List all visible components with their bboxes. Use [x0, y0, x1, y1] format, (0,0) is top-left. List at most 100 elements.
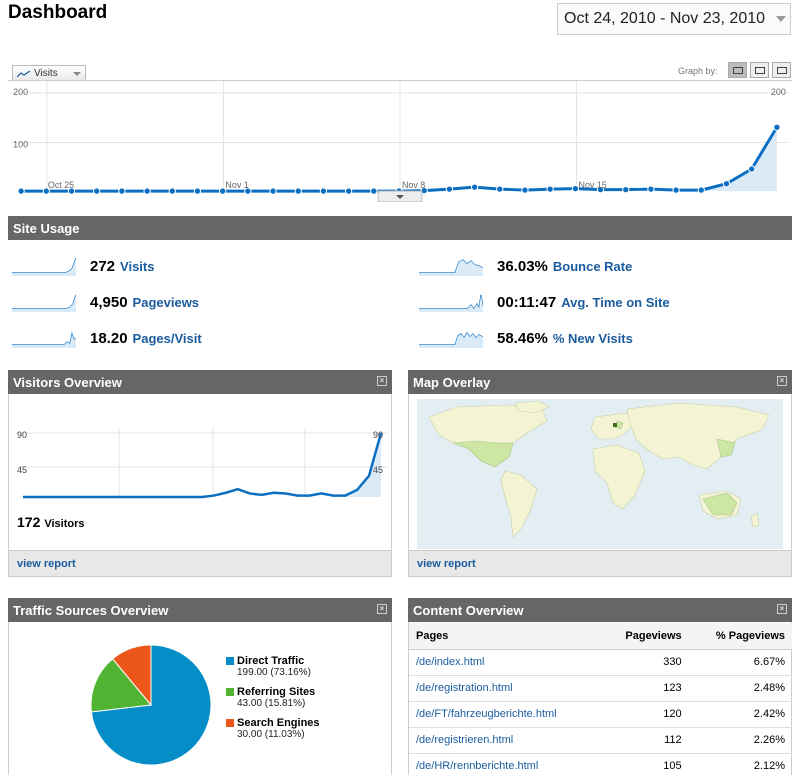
page-link[interactable]: /de/index.html	[416, 656, 485, 668]
germany-marker	[613, 423, 617, 427]
usage-pageviews: 4,950 Pageviews	[12, 292, 199, 312]
usage-link-visits[interactable]: Visits	[120, 258, 155, 274]
graph-by-week-button[interactable]	[750, 62, 769, 78]
usage-value: 4,950	[90, 293, 128, 311]
data-point[interactable]	[722, 180, 731, 188]
visitors-overview-panel: Visitors Overview × 90 45 90 45 172 Visi…	[8, 370, 392, 577]
close-icon[interactable]: ×	[777, 376, 787, 386]
sparkline	[12, 331, 76, 348]
date-range-picker[interactable]: Oct 24, 2010 - Nov 23, 2010	[557, 3, 791, 35]
close-icon[interactable]: ×	[377, 604, 387, 614]
asia-shape	[626, 402, 770, 470]
data-point[interactable]	[496, 185, 504, 193]
data-point[interactable]	[193, 187, 202, 195]
legend-detail: 43.00 (15.81%)	[237, 698, 306, 709]
usage-link-pages-visit[interactable]: Pages/Visit	[132, 330, 202, 346]
legend-detail: 199.00 (73.16%)	[237, 667, 311, 678]
metric-dropdown[interactable]: Visits	[12, 65, 86, 81]
traffic-sources-panel: Traffic Sources Overview × Direct Traffi…	[8, 598, 392, 775]
column-header: Pageviews	[601, 623, 689, 650]
visitor-count-value: 172	[17, 514, 41, 530]
data-point[interactable]	[42, 187, 50, 195]
world-map[interactable]	[417, 399, 783, 549]
sparkline	[12, 257, 76, 276]
legend-label[interactable]: Direct Traffic	[237, 655, 305, 667]
pageviews-cell: 105	[601, 753, 689, 775]
data-point[interactable]	[67, 187, 76, 195]
graph-by-month-button[interactable]	[772, 62, 791, 78]
y-tick-label: 90	[17, 430, 27, 440]
usage-link-avg-time[interactable]: Avg. Time on Site	[561, 294, 670, 310]
sparkline	[419, 331, 483, 348]
data-point[interactable]	[546, 185, 554, 193]
chevron-down-icon	[396, 195, 404, 200]
data-point[interactable]	[571, 184, 580, 193]
page-link[interactable]: /de/HR/rennberichte.html	[416, 760, 539, 772]
data-point[interactable]	[344, 187, 353, 195]
data-point[interactable]	[773, 123, 781, 131]
data-point[interactable]	[596, 185, 605, 194]
data-point[interactable]	[697, 186, 705, 194]
usage-value: 58.46%	[497, 329, 548, 347]
graph-by-day-button[interactable]	[728, 62, 747, 78]
data-point[interactable]	[294, 187, 302, 195]
usage-link-pageviews[interactable]: Pageviews	[132, 294, 200, 310]
data-point[interactable]	[269, 187, 277, 195]
visitor-count: 172 Visitors	[17, 514, 85, 530]
content-overview-panel: Content Overview ×	[408, 598, 792, 775]
data-point[interactable]	[93, 187, 101, 195]
usage-link-new-visits[interactable]: % New Visits	[552, 330, 633, 346]
data-point[interactable]	[143, 187, 151, 195]
view-report-link[interactable]: view report	[9, 550, 391, 576]
page-link[interactable]: /de/registration.html	[416, 682, 513, 694]
usage-link-bounce-rate[interactable]: Bounce Rate	[552, 258, 633, 274]
data-point[interactable]	[319, 187, 328, 195]
page-link[interactable]: /de/registrieren.html	[416, 734, 514, 746]
usage-visits: 272 Visits	[12, 256, 154, 276]
data-point[interactable]	[622, 185, 630, 194]
visitors-series-line	[23, 432, 383, 499]
close-icon[interactable]: ×	[377, 376, 387, 386]
data-point[interactable]	[17, 187, 25, 195]
close-icon[interactable]: ×	[777, 604, 787, 614]
usage-value: 36.03%	[497, 257, 548, 275]
pie-slice-search-engines[interactable]	[111, 644, 152, 707]
site-usage-header: Site Usage	[8, 216, 792, 240]
calendar-day-icon	[733, 67, 743, 74]
data-point[interactable]	[118, 187, 126, 195]
y-tick-label: 100	[13, 139, 28, 149]
pageviews-cell: 120	[601, 701, 689, 728]
traffic-sources-title: Traffic Sources Overview	[13, 602, 169, 618]
usage-new-visits: 58.46% % New Visits	[419, 328, 633, 348]
usage-value: 18.20	[90, 329, 128, 347]
legend-swatch	[226, 719, 234, 727]
view-report-link[interactable]: view report	[409, 550, 791, 576]
page-link[interactable]: /de/FT/fahrzeugberichte.html	[416, 708, 557, 720]
data-point[interactable]	[168, 187, 176, 195]
usage-avg-time: 00:11:47 Avg. Time on Site	[419, 292, 670, 312]
metric-label: Visits	[34, 68, 58, 79]
data-point[interactable]	[445, 185, 454, 193]
percent-cell: 2.42%	[688, 701, 792, 728]
pie-slice-referring-sites[interactable]	[90, 658, 152, 713]
legend-label[interactable]: Search Engines	[237, 717, 320, 729]
data-point[interactable]	[470, 183, 479, 191]
column-header: Pages	[409, 623, 602, 650]
data-point[interactable]	[748, 165, 756, 173]
table-header-row: Pages Pageviews % Pageviews	[409, 623, 792, 650]
x-tick-label: Oct 25	[48, 180, 74, 190]
data-point[interactable]	[647, 185, 655, 193]
legend-label[interactable]: Referring Sites	[237, 686, 316, 698]
data-point[interactable]	[244, 187, 252, 195]
usa-highlight	[452, 440, 514, 468]
data-point[interactable]	[521, 186, 529, 194]
usage-bounce-rate: 36.03% Bounce Rate	[419, 256, 632, 276]
y-tick-label-right: 200	[771, 87, 786, 97]
map-overlay-panel: Map Overlay × view report	[408, 370, 792, 577]
data-point[interactable]	[370, 187, 378, 195]
data-point[interactable]	[218, 187, 227, 195]
collapse-graph-handle[interactable]	[377, 190, 423, 202]
greenland-shape	[514, 400, 550, 414]
data-point[interactable]	[672, 186, 680, 194]
chevron-down-icon[interactable]	[772, 4, 790, 34]
